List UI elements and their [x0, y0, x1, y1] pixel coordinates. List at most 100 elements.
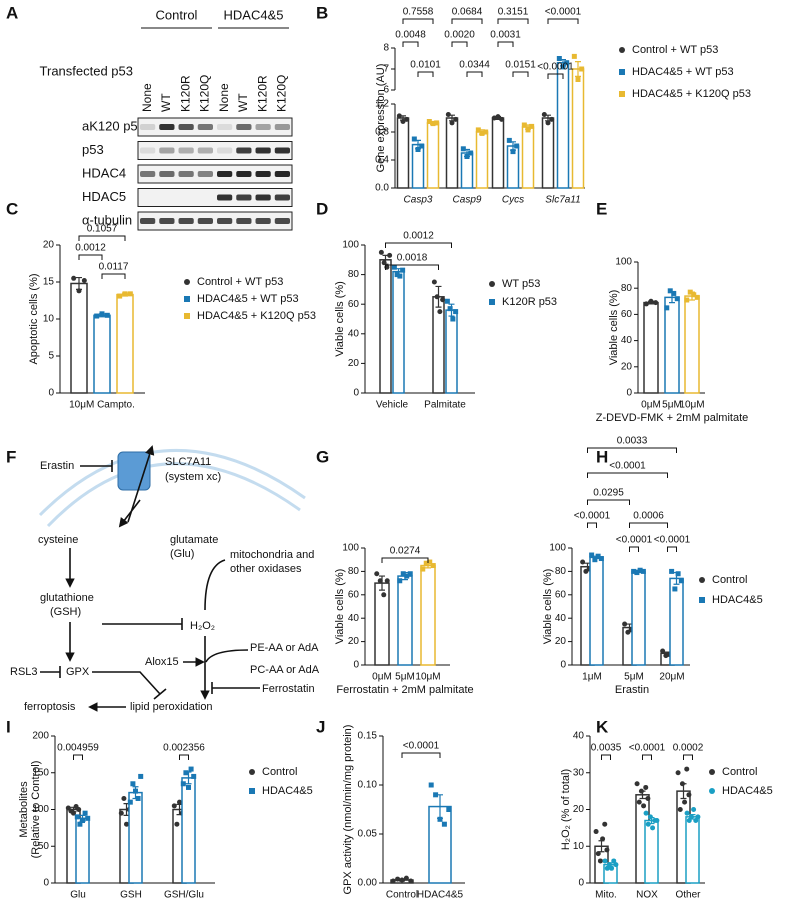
significance-bracket — [451, 41, 468, 47]
panel-label: H — [596, 447, 608, 466]
legend-marker — [249, 788, 255, 794]
data-point — [664, 305, 670, 311]
band — [159, 124, 175, 130]
band — [140, 147, 156, 154]
legend-label: Control + WT p53 — [197, 276, 283, 288]
data-point — [440, 297, 446, 303]
membrane — [38, 448, 306, 517]
p-value: 0.0018 — [397, 253, 428, 264]
inhibition — [80, 460, 113, 472]
y-tick-label: 100 — [549, 543, 566, 554]
band — [236, 194, 252, 201]
data-point — [77, 821, 83, 827]
label: PE-AA or AdA — [250, 642, 319, 654]
label: lipid peroxidation — [130, 701, 213, 713]
error-bar — [575, 61, 581, 77]
data-point — [127, 291, 133, 297]
band — [140, 124, 156, 130]
data-point — [592, 557, 598, 563]
transporter — [117, 451, 151, 491]
data-point — [420, 566, 426, 572]
data-point — [638, 788, 644, 794]
data-point — [434, 294, 440, 300]
x-tick-label: HDAC4&5 — [417, 890, 464, 901]
y-tick-label: 0 — [353, 660, 359, 671]
bar — [631, 570, 646, 666]
data-point — [400, 119, 406, 124]
data-point — [124, 821, 129, 827]
data-point — [580, 559, 586, 565]
data-point — [445, 112, 451, 117]
x-tick-label: Control — [386, 890, 418, 901]
data-point — [691, 807, 697, 812]
data-point — [595, 553, 601, 559]
data-point — [686, 818, 692, 824]
data-point — [634, 781, 640, 787]
bar — [571, 68, 585, 189]
line — [204, 559, 226, 611]
data-point — [441, 821, 447, 827]
significance-bracket — [587, 447, 677, 453]
band — [236, 218, 252, 224]
data-point — [117, 293, 123, 299]
significance-bracket — [512, 71, 529, 77]
legend-marker — [184, 313, 190, 319]
data-point — [404, 573, 410, 579]
significance-bracket — [451, 18, 483, 24]
band — [274, 171, 290, 177]
band — [274, 194, 290, 201]
legend-label: HDAC4&5 + K120Q p53 — [197, 310, 316, 322]
lane-label: None — [217, 83, 231, 112]
data-point — [589, 552, 595, 558]
y-tick-label: 30 — [573, 767, 585, 778]
membrane — [46, 462, 301, 528]
data-point — [419, 143, 425, 149]
data-point — [479, 130, 485, 136]
bar — [589, 556, 604, 666]
data-point — [677, 807, 683, 812]
significance-bracket — [78, 254, 103, 260]
data-point — [684, 810, 690, 816]
data-point — [514, 143, 520, 149]
y-tick-label: 0 — [48, 388, 54, 399]
data-point — [564, 60, 570, 66]
data-point — [174, 821, 180, 827]
blot-box — [137, 164, 293, 184]
significance-bracket — [401, 752, 441, 758]
bar — [397, 575, 413, 666]
data-point — [672, 586, 678, 592]
significance-bracket — [587, 472, 668, 478]
p-value: <0.0001 — [574, 511, 611, 522]
row-label: HDAC5 — [82, 189, 126, 204]
data-point — [600, 836, 606, 842]
data-point — [674, 296, 680, 302]
p-value: 0.0012 — [75, 243, 106, 254]
y-tick-label: 60 — [555, 589, 567, 600]
y-tick-label: 0 — [626, 388, 632, 399]
x-tick-label: Casp3 — [404, 195, 433, 206]
blot-box — [137, 117, 293, 137]
group-label: Control — [156, 7, 198, 22]
diagram: Erastin SLC7A11 (system xc) cysteine glu… — [10, 445, 320, 713]
label: SLC7A11 — [165, 456, 211, 468]
data-point — [643, 784, 649, 790]
data-point — [183, 770, 189, 776]
data-point — [669, 568, 675, 574]
lane-label: K120R — [255, 75, 269, 112]
significance-bracket — [683, 754, 693, 760]
data-point — [391, 264, 397, 270]
x-tick-label: GSH — [120, 890, 142, 901]
y-tick-label: 20 — [43, 240, 55, 251]
data-point — [411, 136, 417, 142]
line — [205, 649, 249, 663]
data-point — [643, 810, 649, 816]
y-axis-label: Viable cells (%) — [608, 290, 620, 366]
y-tick-label: 40 — [555, 613, 567, 624]
bar — [684, 295, 700, 394]
y-tick-label: 15 — [43, 277, 55, 288]
data-point — [404, 116, 410, 122]
data-point — [188, 766, 194, 772]
y-tick-label: 150 — [32, 767, 49, 778]
x-tick-label: 0μM — [641, 400, 661, 411]
bar — [685, 816, 700, 884]
